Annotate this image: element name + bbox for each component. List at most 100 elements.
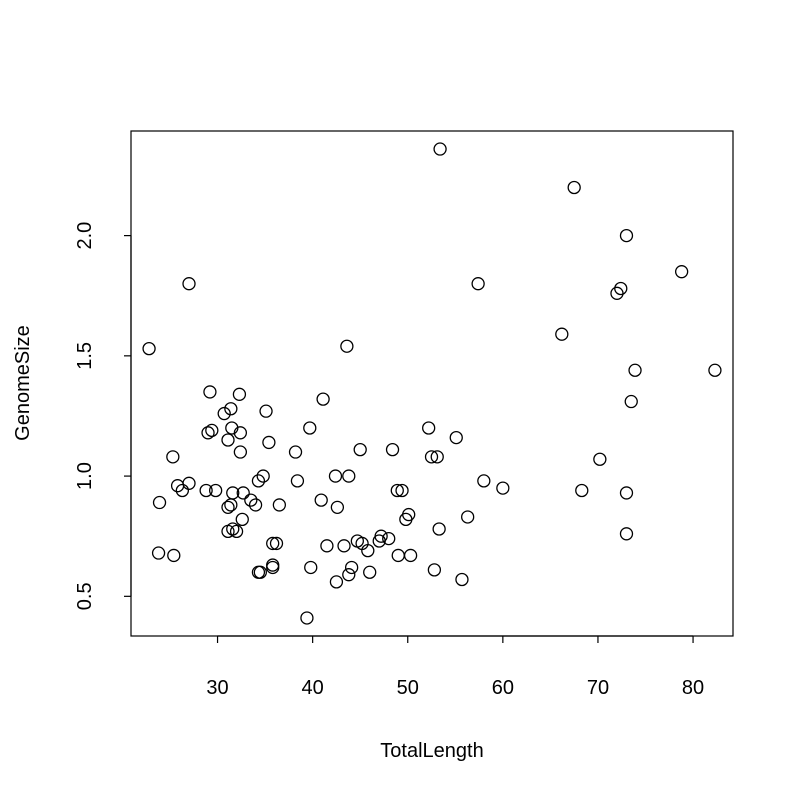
y-tick-label: 1.0 (74, 462, 96, 490)
data-point (424, 450, 439, 464)
x-tick-label: 40 (302, 677, 324, 699)
x-tick-label: 30 (206, 677, 228, 699)
data-point (329, 575, 344, 589)
data-point (266, 560, 280, 575)
x-tick-label: 70 (587, 677, 609, 699)
data-point (166, 450, 180, 464)
x-axis: 30 40 50 60 70 80 (206, 635, 704, 699)
data-point (224, 402, 238, 416)
data-point (253, 565, 267, 579)
data-point (320, 539, 334, 553)
data-point (226, 522, 240, 536)
data-point (337, 539, 351, 553)
data-point (304, 560, 318, 575)
data-point (199, 483, 213, 498)
data-point (385, 442, 400, 457)
data-point (233, 445, 248, 459)
x-tick-label: 50 (397, 677, 419, 699)
y-tick-label: 0.5 (74, 582, 96, 610)
x-tick-label: 60 (492, 677, 514, 699)
data-point (203, 385, 217, 399)
data-point (433, 142, 447, 156)
data-point (382, 531, 396, 546)
data-point (340, 339, 354, 353)
data-point (575, 483, 589, 498)
data-point (342, 568, 356, 582)
data-point (624, 394, 638, 409)
data-point (363, 565, 377, 579)
x-axis-label: TotalLength (380, 740, 483, 762)
data-point (221, 500, 235, 514)
data-point (167, 548, 181, 563)
data-point (430, 450, 444, 464)
data-point (256, 469, 270, 483)
data-point (628, 363, 642, 377)
data-point (272, 498, 287, 512)
data-point (208, 483, 223, 498)
data-point (567, 180, 581, 195)
data-point (330, 500, 345, 514)
data-point (182, 476, 196, 490)
data-point (266, 536, 280, 551)
data-point (226, 486, 240, 500)
data-point (303, 421, 317, 435)
data-point (152, 495, 167, 510)
data-point (593, 452, 607, 466)
data-point (402, 507, 416, 522)
data-point (221, 433, 235, 447)
data-point (619, 527, 634, 541)
y-axis-label: GenomeSize (12, 325, 34, 441)
data-point (471, 277, 485, 291)
data-point (619, 228, 634, 243)
data-points (142, 142, 722, 625)
data-point (175, 483, 190, 498)
data-point (619, 486, 634, 500)
data-point (461, 510, 475, 524)
data-point (395, 483, 409, 498)
data-point (251, 474, 266, 488)
data-point (610, 286, 624, 300)
data-point (477, 474, 491, 488)
data-point (232, 387, 247, 401)
data-point (427, 563, 442, 577)
data-point (328, 469, 343, 483)
data-point (290, 474, 305, 488)
data-point (201, 426, 215, 440)
data-point (674, 265, 689, 279)
data-point (288, 445, 303, 459)
data-point (244, 493, 258, 507)
data-point (262, 435, 276, 450)
data-point (614, 281, 628, 296)
data-point (314, 493, 328, 507)
data-point (555, 327, 569, 341)
data-point (496, 481, 510, 495)
y-axis: 0.5 1.0 1.5 2.0 (74, 222, 132, 610)
x-tick-label: 80 (682, 677, 704, 699)
data-point (422, 421, 436, 435)
data-point (361, 543, 375, 558)
data-point (455, 572, 469, 587)
data-point (151, 546, 166, 560)
data-point (708, 363, 722, 377)
data-point (449, 430, 463, 445)
data-point (403, 548, 418, 563)
data-point (235, 512, 249, 527)
data-point (432, 522, 446, 536)
data-point (316, 392, 330, 406)
data-point (236, 486, 250, 500)
data-point (182, 277, 196, 291)
y-tick-label: 2.0 (74, 222, 96, 250)
data-point (217, 406, 231, 421)
data-point (142, 341, 156, 356)
data-point (229, 524, 244, 539)
data-point (390, 483, 404, 498)
data-point (205, 423, 219, 438)
data-point (342, 469, 356, 483)
data-point (374, 529, 388, 543)
data-point (344, 560, 359, 575)
data-point (300, 611, 314, 625)
y-tick-label: 1.5 (74, 342, 96, 370)
data-point (353, 442, 367, 457)
